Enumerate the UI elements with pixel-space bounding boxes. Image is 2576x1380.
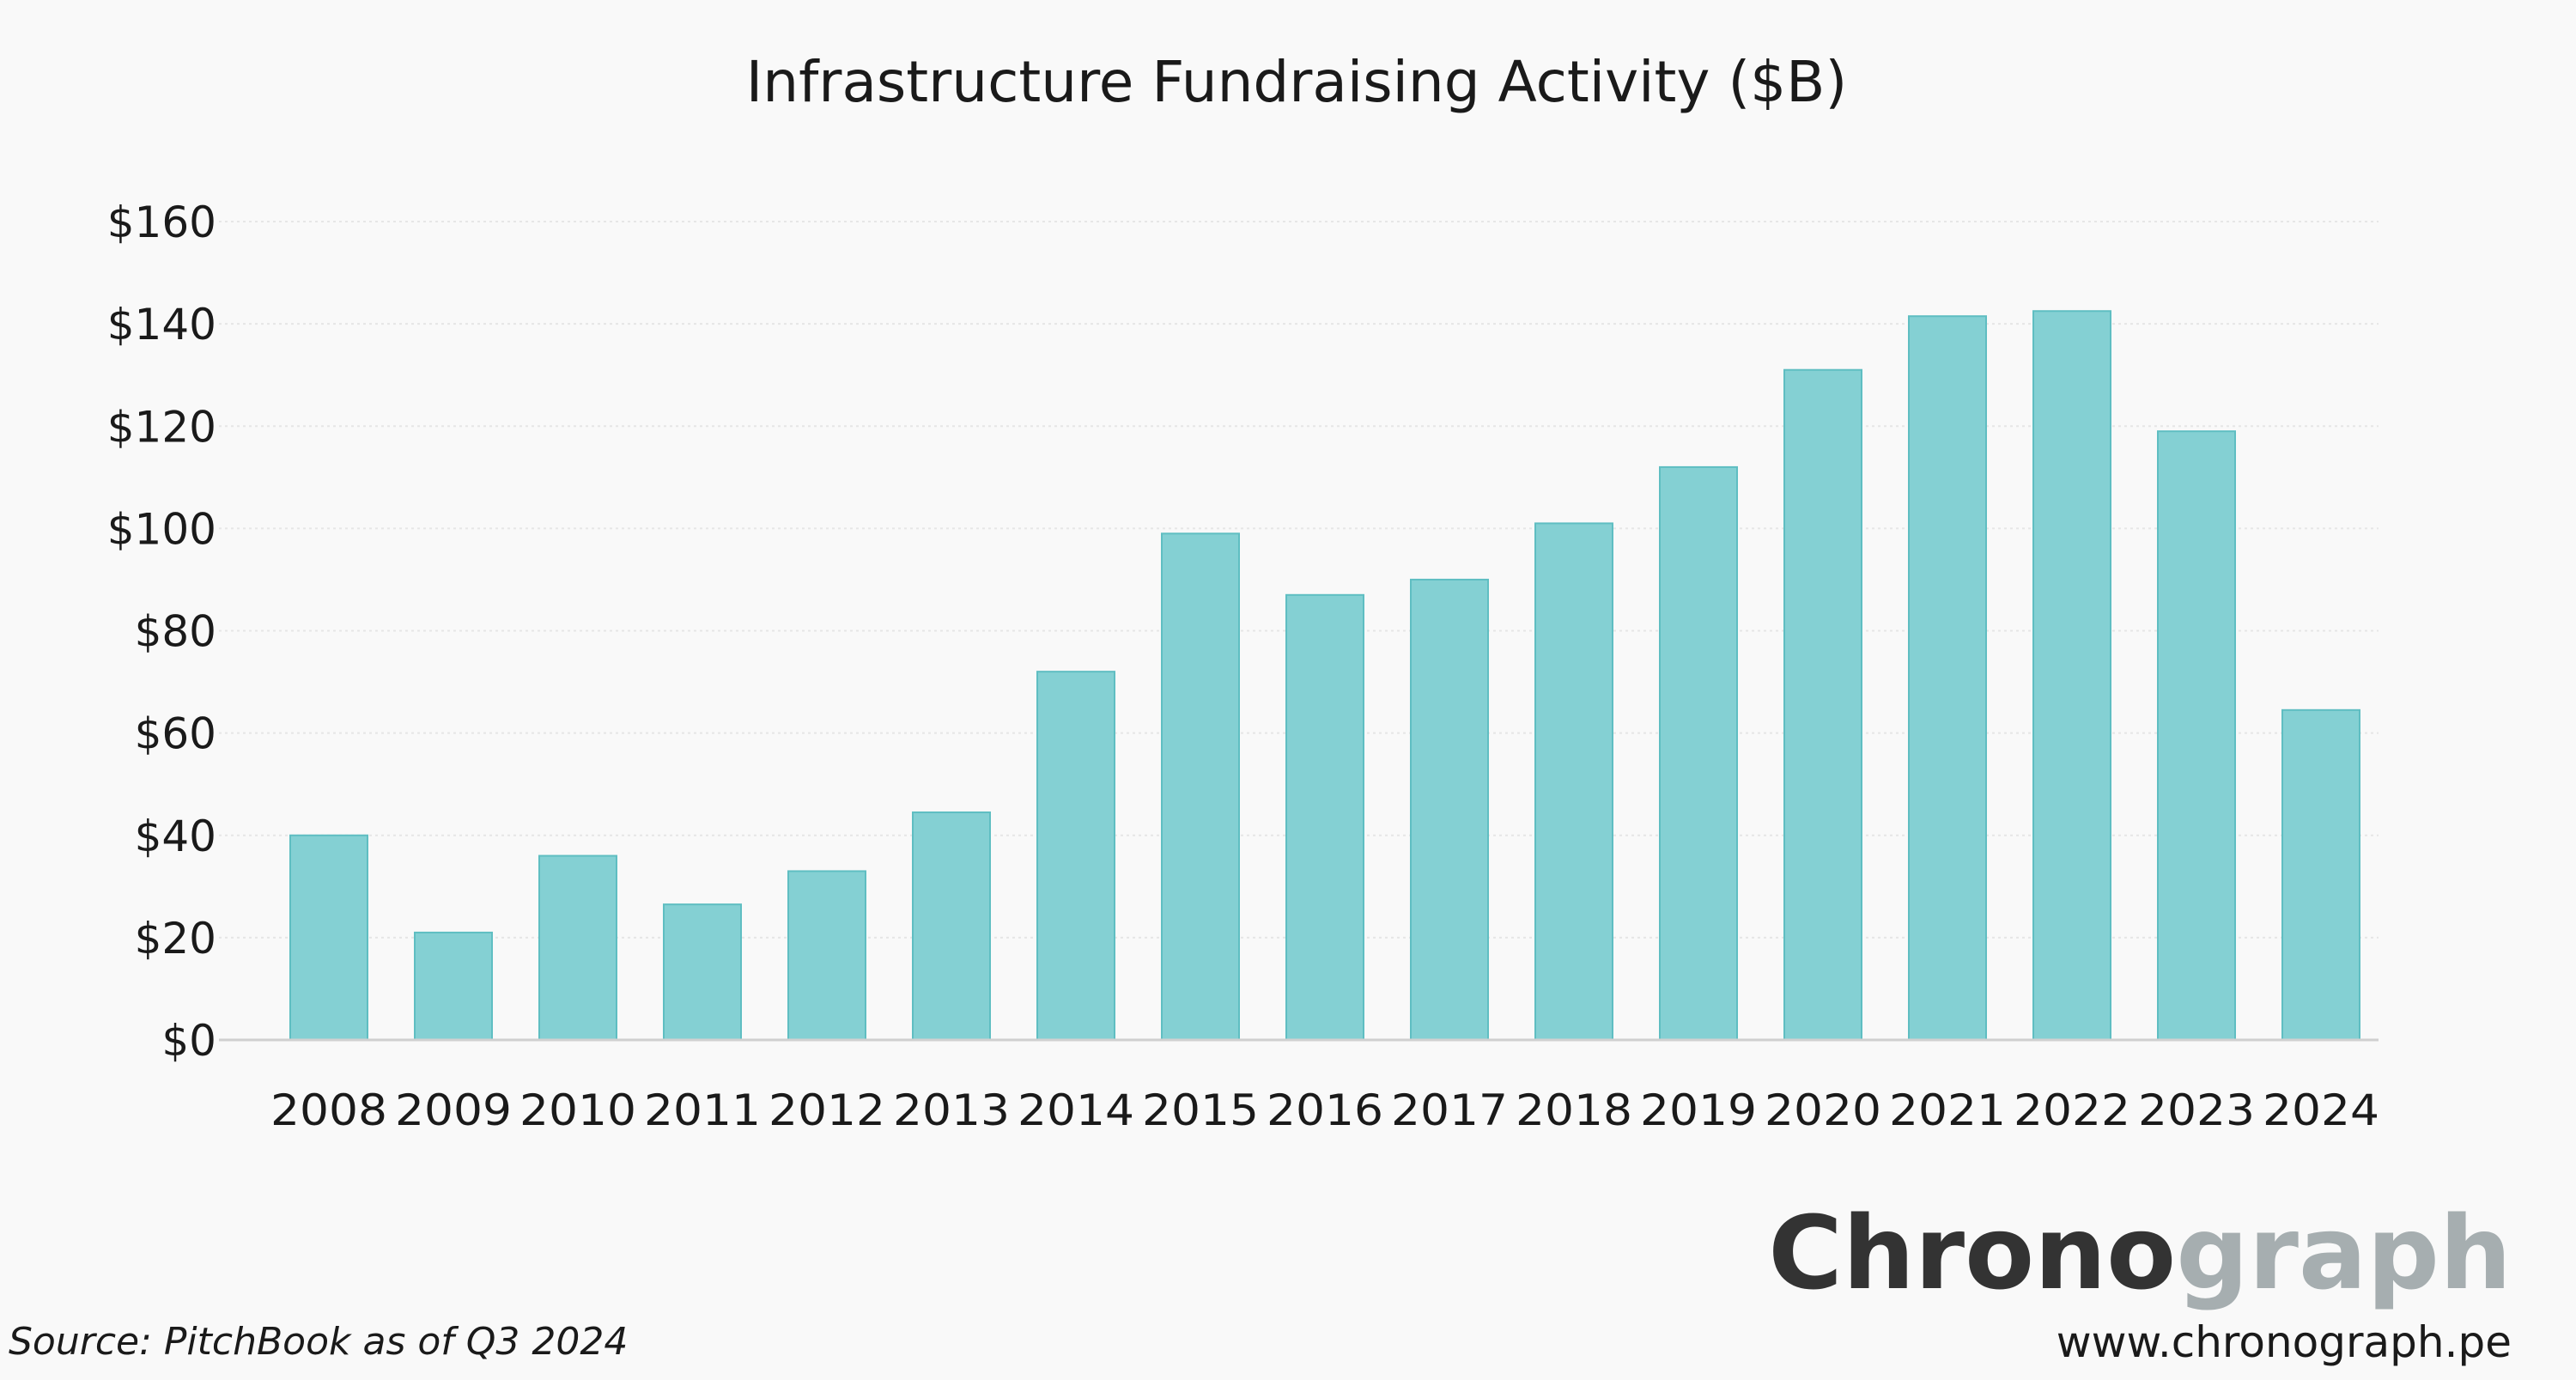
y-tick-label: $60: [135, 709, 216, 759]
bar-2015: [1161, 532, 1240, 1041]
bar-2012: [787, 870, 866, 1041]
bar-2013: [912, 811, 991, 1042]
x-tick-label-2017: 2017: [1391, 1085, 1508, 1135]
bar-2022: [2032, 310, 2111, 1041]
bar-2024: [2281, 708, 2360, 1042]
y-tick-label: $100: [107, 504, 216, 554]
x-axis-ticks: 2008 2009 2010 2011 2012 2013 2014 2015 2016 2017…: [270, 1085, 2379, 1135]
y-tick-label: $20: [135, 914, 216, 964]
bars: [289, 310, 2360, 1042]
bar-2017: [1410, 578, 1489, 1041]
logo-part-graph: graph: [2176, 1194, 2512, 1312]
x-tick-label-2021: 2021: [1889, 1085, 2006, 1135]
x-tick-label-2014: 2014: [1018, 1085, 1134, 1135]
bar-2020: [1783, 368, 1862, 1041]
x-tick-label-2015: 2015: [1142, 1085, 1259, 1135]
bar-2008: [289, 834, 368, 1041]
bar-2014: [1036, 671, 1115, 1042]
x-tick-label-2009: 2009: [395, 1085, 512, 1135]
y-axis-ticks: $0 $20 $40 $60 $80 $100 $120 $140 $160: [107, 198, 216, 1066]
x-tick-label-2018: 2018: [1516, 1085, 1632, 1135]
bar-2011: [663, 903, 742, 1042]
x-tick-label-2022: 2022: [2014, 1085, 2130, 1135]
bar-2009: [414, 931, 493, 1041]
x-tick-label-2020: 2020: [1765, 1085, 1881, 1135]
chart-title: Infrastructure Fundraising Activity ($B): [746, 49, 1847, 115]
y-tick-label: $160: [107, 198, 216, 247]
chronograph-logo: Chronograph: [1768, 1194, 2512, 1312]
bar-2018: [1534, 522, 1613, 1041]
y-tick-label: $140: [107, 300, 216, 350]
y-tick-label: $0: [161, 1016, 216, 1066]
y-tick-label: $40: [135, 812, 216, 861]
source-note: Source: PitchBook as of Q3 2024: [9, 1320, 628, 1364]
gridlines: [219, 221, 2379, 939]
bar-2019: [1659, 465, 1738, 1041]
x-tick-label-2023: 2023: [2138, 1085, 2255, 1135]
bar-2016: [1285, 593, 1364, 1041]
x-tick-label-2024: 2024: [2263, 1085, 2379, 1135]
x-tick-label-2008: 2008: [270, 1085, 387, 1135]
x-tick-label-2010: 2010: [519, 1085, 636, 1135]
x-tick-label-2016: 2016: [1267, 1085, 1383, 1135]
y-tick-label: $120: [107, 402, 216, 452]
logo-part-chrono: Chrono: [1768, 1194, 2176, 1312]
bar-2023: [2157, 430, 2236, 1041]
x-tick-label-2011: 2011: [644, 1085, 761, 1135]
website-url: www.chronograph.pe: [2057, 1317, 2512, 1367]
bar-2021: [1908, 315, 1987, 1041]
bar-2010: [538, 854, 617, 1042]
x-tick-label-2012: 2012: [769, 1085, 885, 1135]
y-tick-label: $80: [135, 607, 216, 657]
x-tick-label-2013: 2013: [893, 1085, 1010, 1135]
x-tick-label-2019: 2019: [1640, 1085, 1757, 1135]
